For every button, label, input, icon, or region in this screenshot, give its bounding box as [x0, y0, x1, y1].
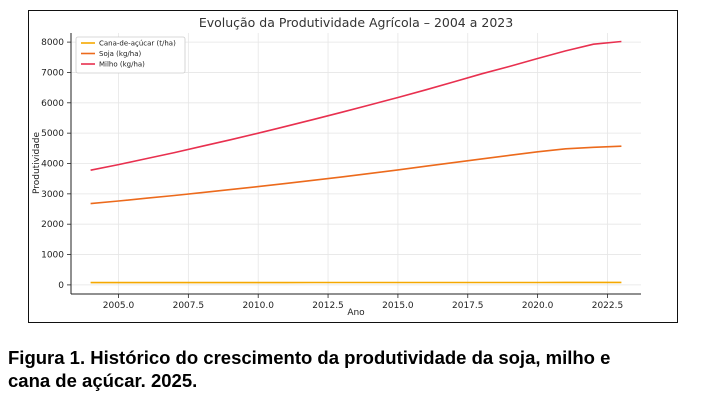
grid: [71, 33, 641, 294]
y-axis-label: Produtividade: [32, 132, 42, 194]
legend-box: [75, 36, 186, 74]
series-line-1: [90, 145, 622, 205]
y-tick-label: 0: [58, 281, 64, 291]
caption-line-2: cana de açúcar. 2025.: [8, 370, 198, 391]
legend-label: Soja (kg/ha): [99, 50, 141, 58]
legend: Cana-de-açúcar (t/ha) Soja (kg/ha) Milho (…: [75, 36, 186, 74]
x-tick-label: 2010.0: [242, 301, 274, 311]
legend-label: Cana-de-açúcar (t/ha): [99, 40, 176, 48]
chart-title: Evolução da Produtividade Agrícola – 200…: [199, 15, 513, 30]
figure-frame: 2005.0 2007.5 2010.0 2012.5 2015.0 2017.5 2020…: [28, 10, 678, 323]
x-tick-label: 2012.5: [312, 301, 344, 311]
x-tick-label: 2017.5: [452, 301, 484, 311]
caption-line-1: Figura 1. Histórico do crescimento da pr…: [8, 347, 611, 368]
x-tick-label: 2007.5: [173, 301, 205, 311]
y-tick-label: 8000: [41, 38, 64, 48]
legend-label: Milho (kg/ha): [99, 61, 145, 69]
y-tick-label: 6000: [41, 99, 64, 109]
x-tick-label: 2005.0: [103, 301, 135, 311]
y-tick-label: 2000: [41, 220, 64, 230]
series-line-2: [90, 40, 622, 171]
series-lines: [90, 40, 622, 284]
x-axis-label: Ano: [347, 308, 365, 318]
y-tick-label: 3000: [41, 190, 64, 200]
y-ticks: 0 1000 2000 3000 4000 5000 6000 7000 8000: [41, 38, 71, 291]
y-tick-label: 4000: [41, 160, 64, 170]
y-tick-label: 1000: [41, 251, 64, 261]
line-chart: 2005.0 2007.5 2010.0 2012.5 2015.0 2017.5 2020…: [32, 15, 641, 318]
y-tick-label: 5000: [41, 129, 64, 139]
x-tick-label: 2022.5: [592, 301, 624, 311]
x-ticks: 2005.0 2007.5 2010.0 2012.5 2015.0 2017.5 2020…: [103, 294, 623, 311]
y-tick-label: 7000: [41, 68, 64, 78]
figure-caption: Figura 1. Histórico do crescimento da pr…: [8, 346, 703, 392]
x-tick-label: 2015.0: [382, 301, 414, 311]
x-tick-label: 2020.0: [522, 301, 554, 311]
